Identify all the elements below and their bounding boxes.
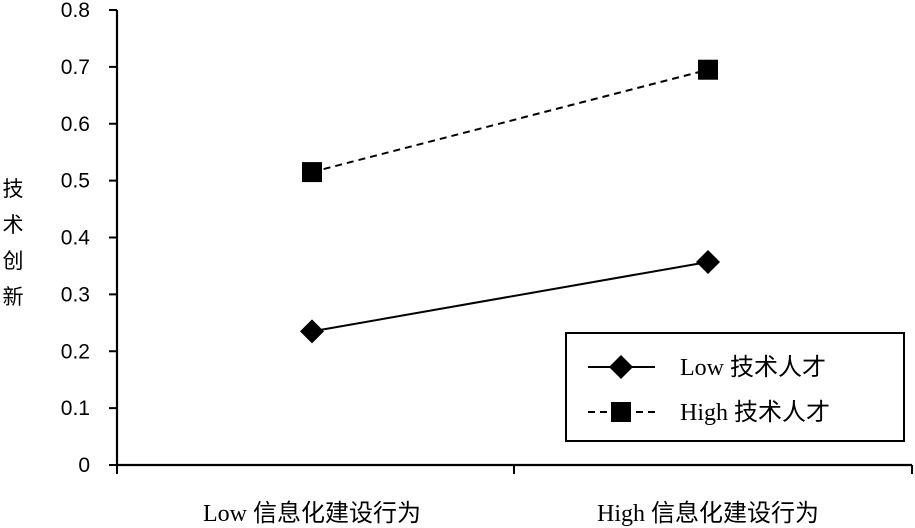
series-line [311,260,709,333]
x-category-label: Low 信息化建设行为 [203,500,421,527]
legend-entry: High 技术人才 [588,399,830,426]
legend-label: Low 技术人才 [680,354,826,381]
y-tick-label: 0.4 [61,227,91,250]
series-line [311,68,709,174]
y-tick-label: 0.7 [61,56,90,79]
legend-marker-diamond [609,355,633,379]
x-axis-ticks [116,465,913,474]
data-point-diamond [696,249,720,274]
y-tick-label: 0.5 [61,170,90,193]
x-axis-category-labels: Low 信息化建设行为 High 信息化建设行为 [203,500,819,527]
y-tick-label: 0 [78,454,90,477]
y-axis-tick-labels: 0 0.1 0.2 0.3 0.4 0.5 0.6 0.7 0.8 [61,0,91,477]
y-tick-label: 0.6 [61,113,90,136]
series [300,59,720,344]
data-point-diamond [300,319,324,344]
legend-label: High 技术人才 [680,399,830,426]
data-point-square [302,162,322,183]
y-tick-label: 0.2 [61,340,90,363]
series-2 [302,59,718,183]
x-category-label: High 信息化建设行为 [597,500,819,527]
y-tick-label: 0.3 [61,283,90,306]
y-axis-label-char: 新 [3,285,24,309]
legend-entry: Low 技术人才 [588,354,826,381]
y-axis-label-char: 技 [3,177,24,201]
series-1 [300,249,720,344]
y-axis-label-char: 术 [3,213,24,237]
data-point-square [698,59,718,80]
legend: Low 技术人才 High 技术人才 [565,332,905,442]
legend-box [565,332,905,442]
y-axis-label-char: 创 [3,249,24,273]
y-axis-ticks [109,9,117,466]
y-tick-label: 0.8 [61,0,90,22]
legend-marker-square [611,402,631,422]
y-tick-label: 0.1 [61,397,90,420]
